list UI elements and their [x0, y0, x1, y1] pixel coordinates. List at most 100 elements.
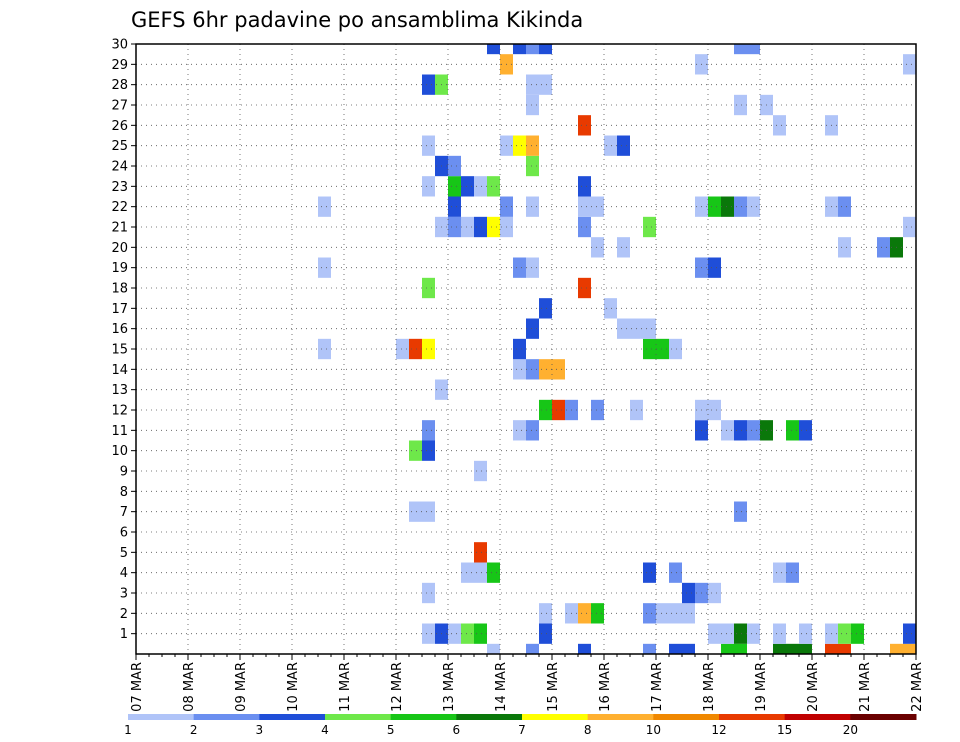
- heatmap-cell: [734, 623, 747, 644]
- heatmap-cell: [773, 623, 786, 644]
- heatmap-cell: [539, 44, 552, 55]
- heatmap-cell: [318, 257, 331, 278]
- x-tick-label: 12 MAR: [390, 662, 405, 712]
- heatmap-cell: [851, 623, 864, 644]
- heatmap-cell: [617, 318, 630, 339]
- x-tick-label: 10 MAR: [286, 662, 301, 712]
- y-tick-label: 7: [120, 505, 128, 520]
- y-tick-label: 10: [111, 444, 128, 459]
- heatmap-cell: [526, 74, 539, 95]
- colorbar-label: 15: [777, 723, 792, 737]
- heatmap-cell: [591, 196, 604, 217]
- heatmap-cell: [708, 623, 721, 644]
- heatmap-cell: [734, 94, 747, 116]
- heatmap-cell: [526, 643, 539, 654]
- x-tick-label: 11 MAR: [338, 662, 353, 712]
- heatmap-cell: [318, 338, 331, 360]
- colorbar-swatch: [850, 714, 917, 720]
- heatmap-cell: [643, 338, 656, 360]
- heatmap-cell: [474, 562, 487, 583]
- heatmap-cell: [539, 623, 552, 644]
- y-tick-label: 12: [111, 404, 128, 419]
- y-tick-label: 20: [111, 241, 128, 256]
- heatmap-cell: [526, 318, 539, 339]
- colorbar-swatch: [653, 714, 720, 720]
- heatmap-cell: [474, 460, 487, 482]
- colorbar-swatch: [587, 714, 654, 720]
- x-tick-label: 09 MAR: [234, 662, 249, 712]
- heatmap-cell: [708, 399, 721, 421]
- heatmap-cell: [474, 176, 487, 197]
- heatmap-cell: [513, 257, 526, 278]
- heatmap-cell: [539, 74, 552, 95]
- y-tick-label: 18: [111, 282, 128, 297]
- heatmap-cell: [747, 196, 760, 217]
- heatmap-cell: [539, 603, 552, 624]
- colorbar-swatch: [719, 714, 786, 720]
- heatmap-cell: [448, 623, 461, 644]
- y-tick-label: 26: [111, 119, 128, 134]
- heatmap-cell: [526, 94, 539, 116]
- heatmap-cell: [513, 338, 526, 360]
- heatmap-cell: [513, 359, 526, 380]
- x-tick-label: 15 MAR: [546, 662, 561, 712]
- y-tick-label: 15: [111, 343, 128, 358]
- y-tick-label: 3: [120, 587, 128, 602]
- heatmap-cell: [903, 216, 916, 238]
- heatmap-cell: [903, 643, 916, 654]
- colorbar-label: 3: [256, 723, 264, 737]
- heatmap-cell: [461, 562, 474, 583]
- colorbar-swatch: [456, 714, 523, 720]
- heatmap-cell: [513, 135, 526, 156]
- colorbar-label: 20: [843, 723, 858, 737]
- heatmap-cell: [422, 623, 435, 644]
- heatmap-cell: [877, 237, 890, 258]
- heatmap-cell: [734, 643, 747, 654]
- heatmap-cell: [422, 74, 435, 95]
- heatmap-cell: [721, 420, 734, 441]
- colorbar-swatch: [522, 714, 589, 720]
- x-tick-label: 08 MAR: [182, 662, 197, 712]
- heatmap-cell: [617, 237, 630, 258]
- heatmap-cell: [513, 44, 526, 55]
- colorbar-legend: 1 2 3 4 5 6 7 8 10 12 15 20: [124, 714, 917, 737]
- heatmap-cell: [578, 216, 591, 238]
- colorbar-label: 10: [646, 723, 661, 737]
- colorbar-swatch: [259, 714, 326, 720]
- heatmap-cell: [669, 603, 682, 624]
- heatmap-cell: [721, 643, 734, 654]
- heatmap-cell: [552, 359, 565, 380]
- heatmap-cell: [591, 399, 604, 421]
- heatmap-cell: [656, 603, 669, 624]
- heatmap-cell: [604, 298, 617, 319]
- x-tick-label: 13 MAR: [442, 662, 457, 712]
- y-tick-label: 2: [120, 607, 128, 622]
- heatmap-cell: [721, 196, 734, 217]
- heatmap-cell: [708, 257, 721, 278]
- heatmap-cell: [773, 643, 786, 654]
- heatmap-cell: [409, 338, 422, 360]
- x-tick-label: 18 MAR: [702, 662, 717, 712]
- heatmap-cell: [526, 44, 539, 55]
- y-tick-label: 9: [120, 465, 128, 480]
- heatmap-cell: [526, 135, 539, 156]
- y-tick-label: 5: [120, 546, 128, 561]
- colorbar-label: 8: [584, 723, 592, 737]
- heatmap-cell: [526, 196, 539, 217]
- heatmap-cell: [786, 643, 799, 654]
- heatmap-cell: [422, 135, 435, 156]
- heatmap-cell: [318, 196, 331, 217]
- colorbar-label: 12: [711, 723, 726, 737]
- heatmap-cell: [422, 338, 435, 360]
- heatmap-cell: [747, 420, 760, 441]
- heatmap-cell: [643, 562, 656, 583]
- heatmap-cell: [422, 501, 435, 522]
- heatmap-cell: [682, 603, 695, 624]
- y-tick-label: 4: [120, 566, 128, 581]
- heatmap-cell: [669, 338, 682, 360]
- heatmap-cell: [838, 196, 851, 217]
- y-tick-label: 1: [120, 627, 128, 642]
- y-axis: 1234567891011121314151617181920212223242…: [111, 38, 136, 642]
- heatmap-cell: [591, 237, 604, 258]
- colorbar-swatch: [325, 714, 392, 720]
